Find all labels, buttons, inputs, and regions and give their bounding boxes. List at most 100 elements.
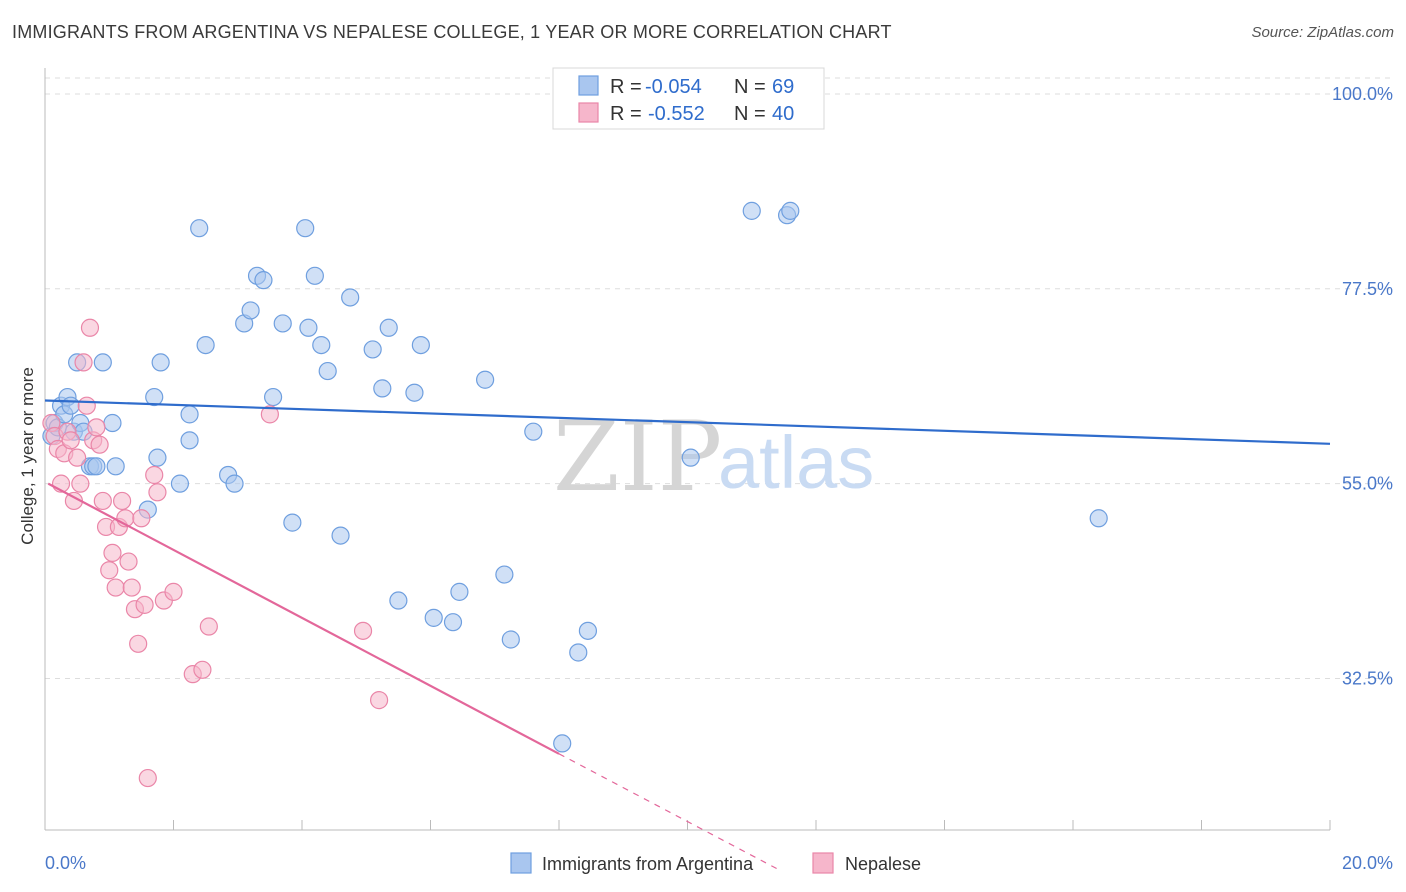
legend-r-value-nepalese: -0.552	[648, 103, 705, 125]
point-argentina-6	[61, 396, 80, 415]
point-argentina-24	[225, 474, 244, 493]
point-argentina-34	[312, 335, 331, 355]
legend-n-label-2: N =	[734, 103, 766, 125]
point-argentina-29	[263, 387, 283, 407]
point-nepalese-39	[353, 621, 373, 640]
point-nepalese-15	[90, 435, 109, 454]
data-points	[42, 67, 1108, 788]
legend-swatch-nepalese	[578, 102, 599, 123]
point-nepalese-28	[132, 509, 151, 528]
point-nepalese-40	[370, 691, 389, 710]
point-argentina-68	[170, 474, 190, 493]
x-tick-labels: 0.0% 20.0%	[45, 853, 1393, 873]
point-nepalese-22	[112, 491, 132, 511]
point-nepalese-37	[199, 617, 218, 636]
legend-r-value-argentina: -0.054	[645, 76, 702, 98]
point-argentina-67	[151, 353, 170, 372]
point-argentina-19	[148, 448, 167, 467]
trend-line-argentina	[44, 399, 1331, 445]
point-argentina-36	[331, 526, 350, 545]
y-tick-label-2: 55.0%	[1342, 474, 1393, 494]
point-nepalese-31	[145, 465, 164, 485]
point-argentina-41	[389, 591, 408, 610]
point-argentina-49	[501, 630, 520, 649]
x-tick-label-min: 0.0%	[45, 853, 86, 873]
point-argentina-52	[569, 643, 588, 662]
point-argentina-31	[283, 513, 302, 532]
y-tick-label-3: 32.5%	[1342, 668, 1393, 688]
point-nepalese-27	[129, 634, 148, 653]
y-tick-label-1: 77.5%	[1342, 279, 1393, 299]
point-nepalese-34	[164, 582, 183, 601]
point-argentina-42	[405, 383, 424, 402]
point-nepalese-25	[122, 578, 141, 597]
y-tick-label-0: 100.0%	[1332, 84, 1393, 104]
legend-n-label-1: N =	[734, 76, 766, 98]
point-nepalese-14	[87, 418, 106, 437]
x-ticks	[44, 820, 1331, 830]
point-argentina-57	[681, 448, 700, 467]
point-nepalese-16	[93, 491, 112, 511]
chart-source: Source: ZipAtlas.com	[1251, 24, 1394, 41]
bottom-legend-swatch-nepalese	[812, 852, 834, 874]
point-argentina-33	[305, 266, 324, 285]
point-argentina-40	[379, 318, 398, 337]
point-nepalese-18	[100, 561, 119, 580]
watermark: ZIP atlas	[553, 401, 874, 513]
point-argentina-46	[450, 582, 469, 601]
point-argentina-26	[241, 301, 260, 320]
point-nepalese-32	[148, 483, 167, 502]
point-argentina-32	[299, 318, 318, 337]
point-argentina-45	[443, 613, 463, 632]
trend-line-nepalese-extension	[558, 753, 778, 870]
point-argentina-39	[373, 379, 392, 398]
bottom-legend: Immigrants from Argentina Nepalese	[510, 852, 921, 874]
point-argentina-15	[103, 413, 122, 433]
point-argentina-66	[296, 219, 315, 238]
legend-r-label-1: R =	[610, 76, 642, 98]
legend-r-label-2: R =	[610, 103, 642, 125]
y-tick-labels: 100.0% 77.5% 55.0% 32.5%	[1332, 84, 1393, 688]
point-argentina-63	[781, 201, 800, 220]
point-nepalese-20	[106, 578, 125, 597]
legend-box: R = -0.054 N = 69 R = -0.552 N = 40	[552, 67, 825, 130]
x-tick-label-max: 20.0%	[1342, 853, 1393, 873]
point-nepalese-11	[77, 396, 96, 415]
legend-swatch-argentina	[578, 75, 599, 96]
point-nepalese-8	[68, 448, 87, 467]
point-argentina-22	[196, 335, 215, 355]
chart-title: IMMIGRANTS FROM ARGENTINA VS NEPALESE CO…	[12, 22, 892, 42]
point-argentina-18	[145, 387, 164, 407]
point-argentina-38	[363, 340, 382, 359]
point-nepalese-30	[138, 768, 157, 788]
point-nepalese-12	[80, 318, 100, 337]
point-nepalese-19	[103, 543, 122, 563]
bottom-legend-swatch-argentina	[510, 852, 532, 874]
point-argentina-20	[180, 405, 199, 424]
point-argentina-50	[524, 422, 543, 441]
point-nepalese-29	[135, 595, 154, 614]
point-argentina-53	[578, 621, 598, 640]
point-nepalese-9	[71, 474, 90, 493]
trend-line-nepalese	[47, 482, 560, 755]
trend-lines	[44, 399, 1331, 870]
point-argentina-47	[476, 370, 495, 389]
point-nepalese-38	[260, 405, 279, 424]
point-argentina-65	[190, 219, 209, 238]
watermark-atlas: atlas	[718, 421, 874, 504]
point-argentina-28	[254, 271, 273, 290]
point-nepalese-36	[193, 660, 212, 679]
bottom-legend-label-argentina: Immigrants from Argentina	[542, 854, 754, 874]
y-axis-label: College, 1 year or more	[18, 367, 37, 545]
point-argentina-35	[318, 361, 337, 381]
bottom-legend-label-nepalese: Nepalese	[845, 854, 921, 874]
legend-n-value-argentina: 69	[772, 76, 794, 98]
point-argentina-51	[553, 734, 572, 753]
point-argentina-16	[106, 457, 125, 476]
point-argentina-37	[341, 288, 360, 307]
point-argentina-60	[742, 201, 761, 220]
point-nepalese-10	[74, 353, 93, 372]
point-argentina-44	[424, 608, 443, 627]
point-argentina-64	[1089, 509, 1108, 528]
